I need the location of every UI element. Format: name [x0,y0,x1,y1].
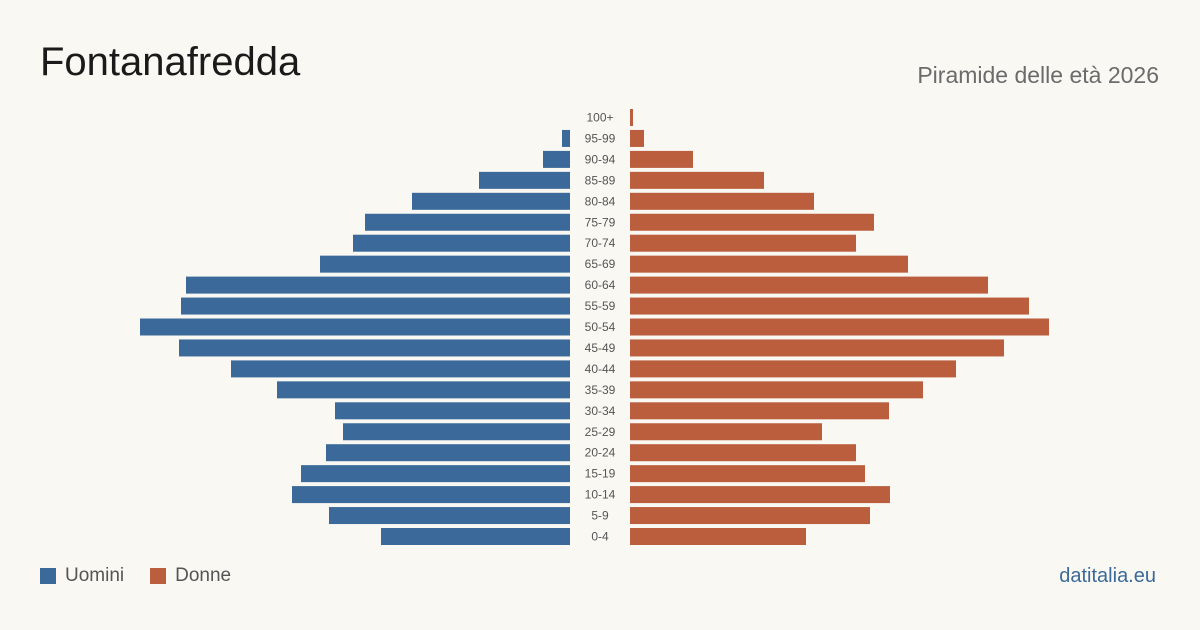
bar-men-80-84 [412,192,570,210]
bar-women-75-79 [630,213,874,231]
age-label-65-69: 65-69 [585,257,616,271]
age-label-50-54: 50-54 [585,320,616,334]
bar-women-70-74 [630,234,856,252]
bar-women-5-9 [630,507,870,525]
bar-men-45-49 [179,339,570,357]
bar-men-90-94 [543,150,570,168]
age-label-25-29: 25-29 [585,425,616,439]
age-label-75-79: 75-79 [585,215,616,229]
age-label-35-39: 35-39 [585,383,616,397]
age-label-0-4: 0-4 [591,530,609,544]
age-label-80-84: 80-84 [585,194,616,208]
legend-item-women: Donne [150,565,231,587]
bar-men-65-69 [320,255,570,273]
bar-men-50-54 [140,318,570,336]
bar-women-95-99 [630,129,644,147]
bar-women-55-59 [630,297,1029,315]
age-label-70-74: 70-74 [585,236,616,250]
bar-men-55-59 [181,297,570,315]
bar-women-0-4 [630,528,806,545]
age-label-90-94: 90-94 [585,152,616,166]
age-label-55-59: 55-59 [585,299,616,313]
legend-swatch-men [40,568,56,584]
legend-swatch-women [150,568,167,584]
age-label-40-44: 40-44 [585,362,616,376]
bar-men-60-64 [186,276,570,294]
bar-men-10-14 [292,486,570,504]
legend-label-men: Uomini [65,565,125,586]
age-label-20-24: 20-24 [585,446,616,460]
bar-men-40-44 [231,360,570,378]
chart-subtitle: Piramide delle età 2026 [917,62,1159,88]
bar-women-60-64 [630,276,988,294]
bar-men-35-39 [277,381,570,399]
bar-women-100+ [630,109,633,126]
age-label-60-64: 60-64 [585,278,616,292]
age-label-30-34: 30-34 [585,404,616,418]
bar-women-50-54 [630,318,1049,336]
age-label-100+: 100+ [586,111,613,125]
age-label-85-89: 85-89 [585,173,616,187]
bar-men-95-99 [562,129,570,147]
brand-link[interactable]: datitalia.eu [1059,565,1156,587]
bar-men-5-9 [329,507,570,525]
bar-women-35-39 [630,381,923,399]
bar-men-30-34 [335,402,570,420]
legend: Uomini Donne [40,565,257,587]
chart-title: Fontanafredda [40,40,301,84]
bar-women-80-84 [630,192,814,210]
bar-women-15-19 [630,465,865,483]
age-label-45-49: 45-49 [585,341,616,355]
age-label-15-19: 15-19 [585,467,616,481]
age-label-10-14: 10-14 [585,488,616,502]
bar-men-15-19 [301,465,570,483]
bar-women-20-24 [630,444,856,462]
bar-women-90-94 [630,150,693,168]
bar-men-0-4 [381,528,570,545]
legend-label-women: Donne [175,565,232,586]
age-label-5-9: 5-9 [591,509,609,523]
age-label-95-99: 95-99 [585,131,616,145]
bar-women-85-89 [630,171,764,189]
bar-men-25-29 [343,423,570,441]
bar-men-85-89 [479,171,570,189]
bar-women-10-14 [630,486,890,504]
bar-men-20-24 [326,444,570,462]
bar-women-30-34 [630,402,889,420]
bar-men-70-74 [353,234,570,252]
bar-women-25-29 [630,423,822,441]
bar-men-75-79 [365,213,570,231]
bar-women-40-44 [630,360,956,378]
bar-women-45-49 [630,339,1004,357]
legend-item-men: Uomini [40,565,124,587]
bar-women-65-69 [630,255,908,273]
